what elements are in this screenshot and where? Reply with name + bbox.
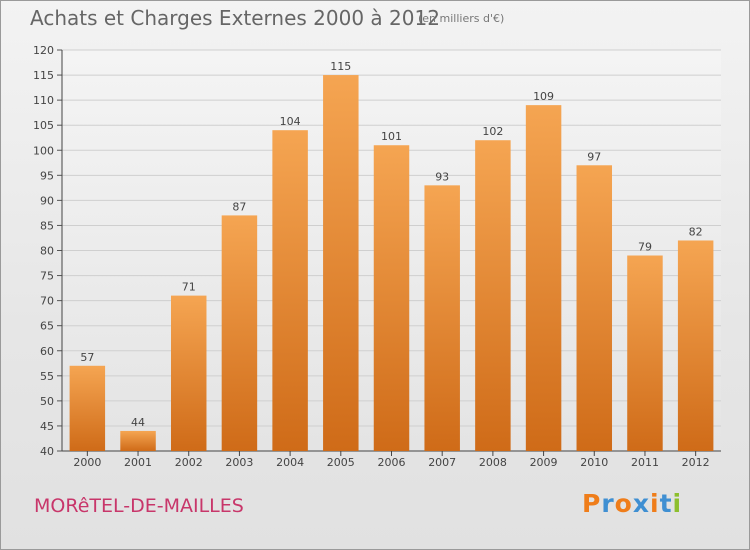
bar-2000 [69,365,106,451]
logo-letter: t [659,489,673,518]
x-tick-label-2004: 2004 [276,456,304,469]
bar-2005 [323,75,359,451]
x-tick-label-2007: 2007 [428,456,456,469]
x-tick-label-2000: 2000 [73,456,101,469]
logo-letter: i [672,489,683,518]
x-tick-label-2005: 2005 [327,456,355,469]
y-tick-label: 55 [40,370,54,383]
data-label-2003: 87 [232,200,246,213]
logo-letter: r [601,489,615,518]
bar-2012 [677,240,714,451]
bar-2004 [272,130,308,451]
logo-letter: o [614,489,633,518]
x-tick-label-2003: 2003 [225,456,253,469]
x-tick-label-2009: 2009 [530,456,558,469]
data-label-2002: 71 [182,281,196,294]
logo-letter: x [632,489,650,518]
y-tick-label: 50 [40,395,54,408]
x-tick-label-2002: 2002 [175,456,203,469]
data-label-2006: 101 [381,130,402,143]
logo-letter: i [650,489,660,518]
y-tick-label: 115 [33,69,54,82]
bar-2003 [221,215,258,451]
data-label-2000: 57 [80,351,94,364]
y-tick-label: 70 [40,295,54,308]
bar-2009 [525,105,562,451]
bar-2001 [120,430,156,451]
y-tick-label: 45 [40,420,54,433]
data-label-2010: 97 [587,150,601,163]
y-tick-label: 40 [40,445,54,458]
y-tick-label: 85 [40,219,54,232]
bar-2002 [170,295,207,451]
bar-2007 [424,185,460,451]
y-tick-label: 90 [40,194,54,207]
bar-2006 [373,145,410,452]
y-tick-label: 65 [40,320,54,333]
commune-name: MORêTEL-DE-MAILLES [34,495,244,517]
data-label-2011: 79 [638,241,652,254]
data-label-2001: 44 [131,416,145,429]
y-tick-label: 95 [40,169,54,182]
y-tick-label: 80 [40,245,54,258]
chart-unit: (en milliers d'€) [418,12,505,25]
x-tick-label-2011: 2011 [631,456,659,469]
data-label-2009: 109 [533,90,554,103]
x-tick-label-2008: 2008 [479,456,507,469]
y-tick-label: 120 [33,44,54,57]
y-tick-label: 100 [33,144,54,157]
y-tick-label: 110 [33,94,54,107]
data-label-2008: 102 [482,125,503,138]
y-tick-label: 75 [40,270,54,283]
proxiti-logo: Proxiti [582,489,682,518]
bar-2008 [475,140,511,451]
data-label-2007: 93 [435,170,449,183]
logo-letter: P [582,489,602,518]
bar-2010 [576,165,613,451]
x-tick-label-2006: 2006 [378,456,406,469]
y-tick-label: 105 [33,119,54,132]
bar-2011 [627,255,663,451]
x-tick-label-2012: 2012 [682,456,710,469]
data-label-2004: 104 [280,115,301,128]
y-tick-label: 60 [40,345,54,358]
x-tick-label-2001: 2001 [124,456,152,469]
data-label-2012: 82 [689,225,703,238]
data-label-2005: 115 [330,60,351,73]
x-tick-label-2010: 2010 [580,456,608,469]
chart-title: Achats et Charges Externes 2000 à 2012 [30,6,440,30]
